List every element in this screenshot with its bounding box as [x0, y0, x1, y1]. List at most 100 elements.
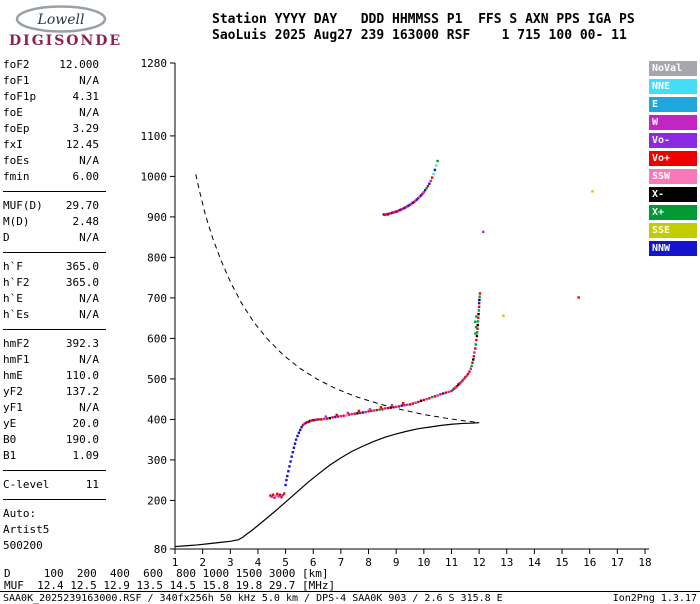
- echo-point: [482, 230, 485, 234]
- param-value: N/A: [79, 74, 99, 87]
- echo-point: [386, 406, 390, 410]
- legend-item-nne: NNE: [649, 79, 697, 94]
- echo-point: [462, 377, 466, 381]
- param-row: foF2 12.000: [3, 57, 99, 73]
- parameter-panel: foF2 12.000 foF1 N/A foF1p 4.31 foE N/A foEp 3.29…: [3, 57, 106, 554]
- echo-point: [273, 496, 276, 499]
- param-value: N/A: [79, 154, 99, 167]
- param-row: M(D) 2.48: [3, 214, 99, 230]
- param-value: 11: [85, 478, 99, 491]
- echo-point: [399, 208, 402, 212]
- echo-point: [317, 418, 320, 421]
- param-label: B0: [3, 433, 17, 446]
- param-value: 1.09: [72, 449, 100, 462]
- echo-point: [350, 412, 354, 416]
- echo-point: [459, 380, 463, 384]
- param-label: fxI: [3, 138, 23, 151]
- echo-point: [428, 397, 431, 400]
- echo-point: [290, 455, 293, 458]
- y-tick-label: 800: [147, 251, 167, 264]
- echo-point: [410, 202, 413, 206]
- echo-point: [414, 401, 417, 404]
- param-value: 20.0: [72, 417, 100, 430]
- param-row: C-level 11: [3, 477, 99, 493]
- echo-point: [477, 309, 481, 312]
- echo-point: [474, 320, 477, 323]
- echo-point: [296, 434, 299, 438]
- echo-point: [312, 419, 316, 422]
- echo-point: [276, 492, 279, 496]
- echo-point: [422, 398, 426, 402]
- echo-point: [364, 410, 367, 414]
- x-tick-label: 11: [445, 556, 458, 569]
- echo-point: [283, 492, 286, 495]
- echo-point: [469, 367, 473, 370]
- echo-point: [430, 176, 434, 179]
- echo-point: [471, 361, 474, 364]
- echo-point: [388, 212, 391, 215]
- echo-points: [269, 159, 594, 499]
- echo-point: [439, 393, 442, 396]
- param-row: hmE 110.0: [3, 368, 99, 384]
- echo-point: [477, 316, 480, 319]
- param-row: B1 1.09: [3, 448, 99, 464]
- echo-point: [433, 168, 437, 172]
- param-label: B1: [3, 449, 17, 462]
- echo-point: [478, 295, 481, 298]
- echo-point: [389, 406, 392, 409]
- param-label: MUF(D): [3, 199, 43, 212]
- echo-point: [403, 404, 406, 407]
- echo-point: [404, 205, 408, 209]
- echo-point: [447, 390, 450, 394]
- param-value: 12.45: [65, 138, 99, 151]
- legend-item-ssw: SSW: [649, 169, 697, 184]
- echo-point: [419, 399, 423, 402]
- echo-point: [468, 370, 471, 373]
- echo-point: [475, 334, 479, 338]
- echo-point: [300, 425, 303, 429]
- param-value: 4.31: [72, 90, 100, 103]
- param-row: foE N/A: [3, 105, 99, 121]
- echo-point: [417, 400, 420, 404]
- echo-point: [397, 209, 401, 212]
- echo-point: [345, 414, 348, 417]
- param-label: M(D): [3, 215, 30, 228]
- echo-point: [307, 420, 310, 424]
- echo-point: [406, 205, 409, 208]
- param-label: foF1: [3, 74, 30, 87]
- param-label: hmE: [3, 369, 23, 382]
- param-label: h`F: [3, 260, 23, 273]
- echo-point: [318, 418, 322, 421]
- param-row: hmF1 N/A: [3, 352, 99, 368]
- param-value: 190.0: [65, 433, 99, 446]
- echo-point: [356, 412, 359, 415]
- echo-point: [370, 409, 373, 413]
- echo-point: [372, 409, 376, 412]
- echo-point: [325, 417, 329, 420]
- x-tick-label: 1: [172, 556, 179, 569]
- param-value: 365.0: [65, 276, 99, 289]
- x-tick-label: 6: [310, 556, 317, 569]
- echo-point: [320, 418, 323, 421]
- echo-point: [478, 292, 482, 295]
- logo-ellipse: [15, 5, 107, 33]
- param-label: foF1p: [3, 90, 37, 103]
- param-label: h`F2: [3, 276, 30, 289]
- param-label: foF2: [3, 58, 30, 71]
- echo-point: [411, 402, 414, 405]
- param-row: fmin 6.00: [3, 169, 99, 185]
- param-value: N/A: [79, 308, 99, 321]
- echo-point: [382, 213, 385, 216]
- param-label: foE: [3, 106, 23, 119]
- echo-point: [476, 327, 479, 330]
- param-label: yF1: [3, 401, 23, 414]
- digisonde-wordmark: DIGISONDE: [9, 33, 122, 49]
- y-tick-label: 400: [147, 413, 167, 426]
- legend-item-noval: NoVal: [649, 61, 697, 76]
- echo-point: [378, 408, 381, 411]
- echo-point: [408, 403, 412, 406]
- echo-point: [347, 413, 351, 416]
- echo-point: [381, 408, 384, 411]
- echo-point: [294, 438, 298, 441]
- legend-item-vo: Vo-: [649, 133, 697, 148]
